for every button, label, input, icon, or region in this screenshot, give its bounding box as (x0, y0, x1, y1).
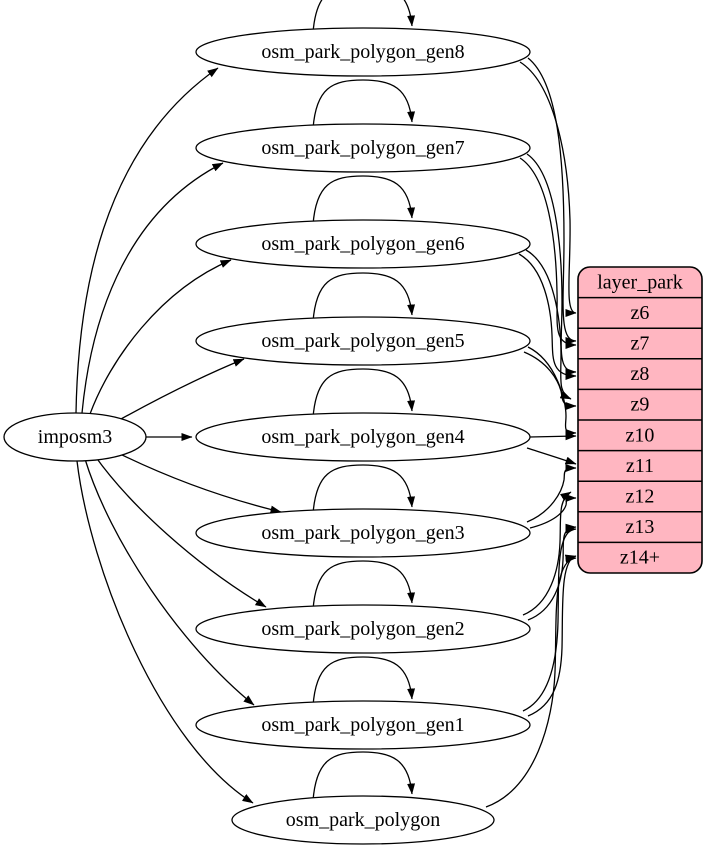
node-imposm3: imposm3 (3, 412, 147, 462)
layer-park-table: layer_park z6 z7 z8 z9 z10 z11 z12 z13 z… (577, 266, 703, 574)
edge-imposm3-gen5 (111, 358, 245, 425)
gen3-ellipse (195, 508, 531, 558)
polygon-label: osm_park_polygon (286, 809, 440, 831)
gen2-label: osm_park_polygon_gen2 (261, 618, 464, 640)
edge-polygon-z14 (485, 554, 577, 808)
edge-gen2-z13 (527, 523, 577, 621)
layer-park-row-separators (578, 296, 702, 544)
gen8-label: osm_park_polygon_gen8 (261, 41, 464, 63)
gen3-label: osm_park_polygon_gen3 (261, 522, 464, 544)
self-loop-gen3 (312, 464, 416, 515)
gen8-ellipse (195, 27, 531, 77)
self-loop-gen4 (312, 368, 416, 419)
gen5-ellipse (195, 316, 531, 366)
gen6-label: osm_park_polygon_gen6 (261, 233, 464, 255)
gen6-ellipse (195, 219, 531, 269)
node-osm-park-polygon-gen1: osm_park_polygon_gen1 (195, 700, 531, 750)
node-osm-park-polygon-gen5: osm_park_polygon_gen5 (195, 316, 531, 366)
row-z12: z12 (626, 486, 655, 508)
gen1-ellipse (195, 700, 531, 750)
row-z7: z7 (631, 333, 650, 355)
edges-to-layer-park (485, 57, 577, 808)
edge-imposm3-gen6 (89, 259, 232, 415)
gen5-label: osm_park_polygon_gen5 (261, 330, 464, 352)
gen4-label: osm_park_polygon_gen4 (261, 426, 464, 448)
imposm3-ellipse (3, 412, 147, 462)
node-osm-park-polygon: osm_park_polygon (231, 795, 495, 845)
row-z10: z10 (626, 424, 655, 446)
node-osm-park-polygon-gen3: osm_park_polygon_gen3 (195, 508, 531, 558)
edge-gen6-z8 (518, 253, 577, 380)
edge-gen2-z12 (522, 491, 572, 616)
edge-gen4-z10 (529, 432, 577, 441)
polygon-ellipse (231, 795, 495, 845)
edge-imposm3-gen8 (75, 67, 219, 414)
edge-imposm3-gen1 (84, 458, 255, 706)
layer-park-title: layer_park (597, 271, 683, 293)
edge-gen4-z11 (526, 447, 577, 465)
edge-gen8-z6 (519, 61, 577, 317)
self-loop-gen7 (312, 79, 416, 130)
self-loop-gen8 (312, 0, 416, 34)
edge-imposm3-gen3 (111, 449, 282, 514)
self-loop-polygon (312, 751, 416, 802)
node-osm-park-polygon-gen7: osm_park_polygon_gen7 (195, 123, 531, 173)
row-z8: z8 (631, 363, 650, 385)
edges-from-imposm3 (75, 67, 282, 804)
self-loop-gen1 (312, 656, 416, 707)
edge-gen6-z9 (525, 249, 572, 400)
row-z14: z14+ (620, 547, 660, 569)
gen4-ellipse (195, 412, 531, 462)
gen1-label: osm_park_polygon_gen1 (261, 714, 464, 736)
node-osm-park-polygon-gen4: osm_park_polygon_gen4 (195, 412, 531, 462)
edge-gen3-z11 (526, 464, 577, 523)
self-loop-gen6 (312, 175, 416, 226)
row-z13: z13 (626, 516, 655, 538)
self-loop-edges (312, 0, 416, 802)
node-osm-park-polygon-gen6: osm_park_polygon_gen6 (195, 219, 531, 269)
edge-gen7-z8 (526, 153, 577, 376)
edge-gen8-z7 (527, 57, 577, 345)
edge-imposm3-polygon (76, 460, 254, 804)
node-osm-park-polygon-gen2: osm_park_polygon_gen2 (195, 604, 531, 654)
row-z6: z6 (631, 302, 650, 324)
gen7-label: osm_park_polygon_gen7 (261, 137, 464, 159)
edge-gen1-z14 (527, 554, 577, 717)
self-loop-gen5 (312, 272, 416, 323)
gen7-ellipse (195, 123, 531, 173)
row-z9: z9 (631, 394, 650, 416)
edge-imposm3-gen2 (94, 455, 267, 608)
row-z11: z11 (626, 455, 654, 477)
edge-gen5-z10 (527, 346, 577, 437)
edge-imposm3-gen7 (81, 162, 224, 414)
edge-gen1-z13 (522, 525, 577, 712)
node-osm-park-polygon-gen8: osm_park_polygon_gen8 (195, 27, 531, 77)
self-loop-gen2 (312, 560, 416, 611)
gen2-ellipse (195, 604, 531, 654)
imposm3-label: imposm3 (38, 426, 112, 448)
